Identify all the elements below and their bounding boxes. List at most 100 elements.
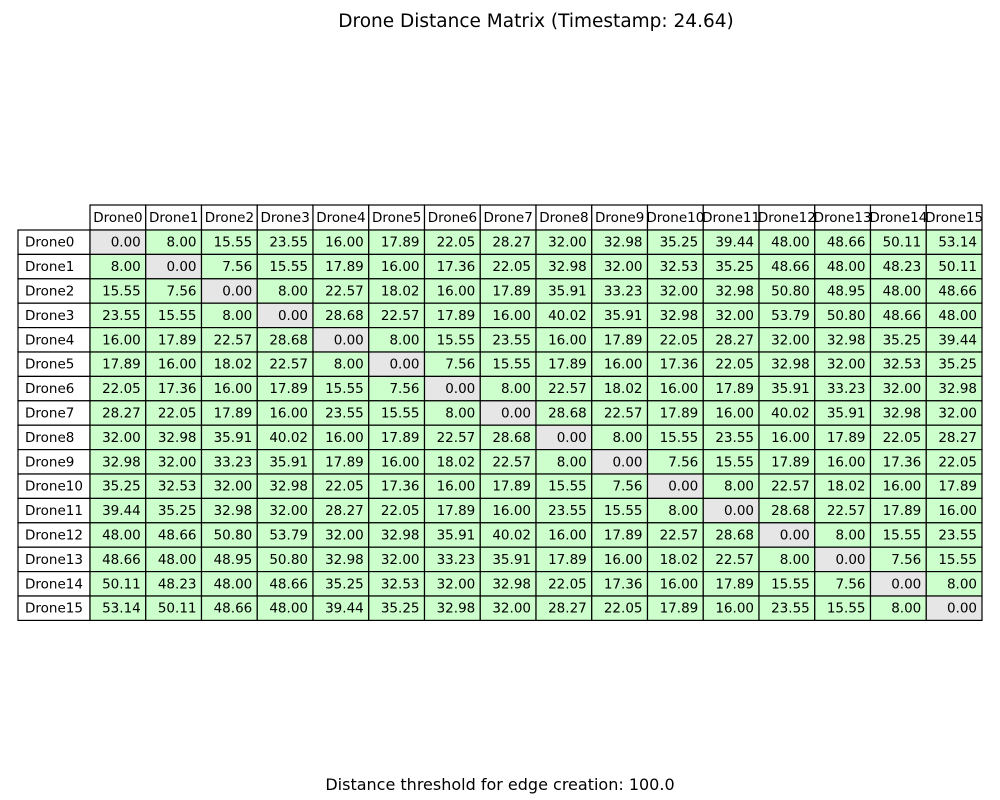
distance-value: 22.57 bbox=[715, 552, 754, 568]
distance-value: 16.00 bbox=[325, 430, 364, 446]
distance-value: 23.55 bbox=[102, 308, 141, 324]
distance-value: 16.00 bbox=[771, 430, 810, 446]
distance-value: 16.00 bbox=[660, 576, 699, 592]
distance-value: 16.00 bbox=[827, 454, 866, 470]
distance-cell bbox=[479, 375, 537, 402]
distance-value: 22.05 bbox=[158, 406, 197, 422]
distance-cell bbox=[200, 546, 258, 573]
distance-cell bbox=[479, 570, 537, 597]
distance-value: 16.00 bbox=[214, 381, 253, 397]
distance-cell bbox=[814, 375, 872, 402]
distance-value: 40.02 bbox=[492, 528, 531, 544]
distance-value: 22.05 bbox=[660, 332, 699, 348]
distance-value: 0.00 bbox=[835, 552, 865, 568]
distance-cell bbox=[89, 302, 147, 329]
distance-value: 15.55 bbox=[102, 284, 141, 300]
distance-value: 17.89 bbox=[660, 601, 699, 617]
distance-cell bbox=[814, 253, 872, 280]
row-header-label: Drone1 bbox=[25, 259, 74, 275]
distance-cell bbox=[869, 327, 927, 353]
distance-cell bbox=[89, 497, 147, 524]
distance-value: 32.00 bbox=[269, 503, 308, 519]
distance-value: 28.68 bbox=[492, 430, 531, 446]
distance-value: 35.91 bbox=[827, 406, 866, 422]
row-header-label: Drone0 bbox=[25, 235, 74, 251]
distance-value: 32.00 bbox=[604, 259, 643, 275]
distance-value: 50.11 bbox=[102, 576, 141, 592]
distance-cell bbox=[814, 595, 872, 621]
diagonal-cell bbox=[89, 229, 147, 255]
distance-cell bbox=[702, 278, 760, 304]
distance-cell bbox=[869, 375, 927, 402]
distance-cell bbox=[925, 229, 983, 255]
distance-cell bbox=[312, 375, 370, 402]
distance-value: 18.02 bbox=[660, 552, 699, 568]
distance-value: 32.98 bbox=[604, 235, 643, 251]
distance-cell bbox=[535, 253, 593, 280]
distance-value: 50.80 bbox=[771, 284, 810, 300]
row-header-label: Drone6 bbox=[25, 381, 74, 397]
column-header-cell bbox=[423, 204, 481, 231]
distance-value: 23.55 bbox=[548, 503, 587, 519]
distance-value: 28.27 bbox=[325, 503, 364, 519]
distance-cell bbox=[702, 253, 760, 280]
distance-value: 15.55 bbox=[938, 552, 977, 568]
distance-value: 8.00 bbox=[612, 430, 642, 446]
distance-value: 32.53 bbox=[883, 357, 922, 373]
distance-value: 39.44 bbox=[938, 332, 977, 348]
distance-value: 17.89 bbox=[827, 430, 866, 446]
distance-value: 18.02 bbox=[604, 381, 643, 397]
distance-value: 16.00 bbox=[548, 332, 587, 348]
distance-value: 17.89 bbox=[604, 332, 643, 348]
distance-value: 48.66 bbox=[102, 552, 141, 568]
distance-value: 17.89 bbox=[938, 479, 977, 495]
column-header-label: Drone6 bbox=[428, 210, 477, 226]
distance-cell bbox=[200, 375, 258, 402]
distance-value: 8.00 bbox=[445, 406, 475, 422]
distance-cell bbox=[423, 302, 481, 329]
distance-cell bbox=[925, 351, 983, 377]
distance-value: 22.05 bbox=[715, 357, 754, 373]
distance-value: 32.53 bbox=[660, 259, 699, 275]
column-header-cell bbox=[869, 204, 927, 231]
diagonal-cell bbox=[758, 522, 816, 548]
distance-cell bbox=[368, 449, 426, 475]
distance-value: 50.80 bbox=[214, 528, 253, 544]
distance-value: 48.00 bbox=[269, 601, 308, 617]
column-header-label: Drone10 bbox=[646, 210, 704, 226]
distance-value: 17.89 bbox=[214, 406, 253, 422]
distance-value: 8.00 bbox=[557, 454, 587, 470]
distance-value: 22.05 bbox=[437, 235, 476, 251]
distance-value: 40.02 bbox=[771, 406, 810, 422]
distance-cell bbox=[256, 570, 314, 597]
column-header-label: Drone8 bbox=[539, 210, 588, 226]
distance-cell bbox=[591, 546, 649, 573]
distance-value: 8.00 bbox=[222, 308, 252, 324]
distance-value: 17.89 bbox=[381, 235, 420, 251]
distance-cell bbox=[758, 375, 816, 402]
distance-value: 7.56 bbox=[612, 479, 642, 495]
distance-value: 16.00 bbox=[158, 357, 197, 373]
distance-value: 40.02 bbox=[269, 430, 308, 446]
distance-cell bbox=[646, 229, 704, 255]
distance-cell bbox=[200, 595, 258, 621]
distance-cell bbox=[423, 595, 481, 621]
distance-cell bbox=[256, 424, 314, 451]
distance-value: 16.00 bbox=[437, 479, 476, 495]
distance-value: 39.44 bbox=[102, 503, 141, 519]
column-header-label: Drone7 bbox=[483, 210, 532, 226]
distance-value: 15.55 bbox=[492, 357, 531, 373]
distance-value: 28.68 bbox=[771, 503, 810, 519]
distance-value: 48.23 bbox=[883, 259, 922, 275]
distance-value: 28.68 bbox=[269, 332, 308, 348]
distance-value: 32.98 bbox=[269, 479, 308, 495]
row-header-cell bbox=[17, 400, 91, 426]
distance-value: 32.00 bbox=[437, 576, 476, 592]
distance-value: 32.98 bbox=[660, 308, 699, 324]
row-header-label: Drone12 bbox=[25, 528, 83, 544]
distance-value: 0.00 bbox=[111, 235, 141, 251]
distance-value: 35.91 bbox=[771, 381, 810, 397]
distance-value: 22.57 bbox=[604, 406, 643, 422]
distance-value: 48.00 bbox=[158, 552, 197, 568]
